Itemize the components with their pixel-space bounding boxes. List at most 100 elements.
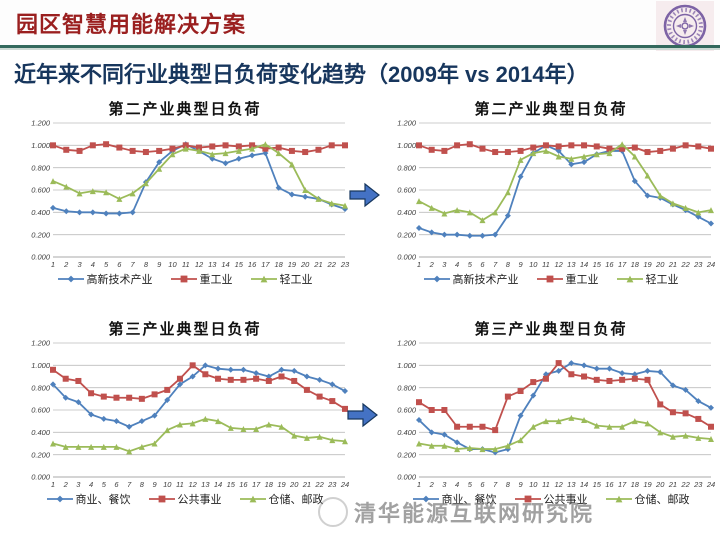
svg-text:0.800: 0.800 xyxy=(31,163,51,172)
svg-text:19: 19 xyxy=(643,480,652,489)
right-arrow-icon xyxy=(347,402,378,428)
svg-text:5: 5 xyxy=(104,260,109,269)
svg-text:2: 2 xyxy=(63,260,69,269)
svg-text:7: 7 xyxy=(131,260,136,269)
svg-text:21: 21 xyxy=(302,480,311,489)
legend-item: 轻工业 xyxy=(616,271,679,287)
svg-text:4: 4 xyxy=(455,260,459,269)
triangle-series-marker-icon xyxy=(616,275,643,283)
legend-label: 高新技术产业 xyxy=(452,274,519,286)
square-series-marker-icon xyxy=(170,275,197,283)
legend-item: 公共事业 xyxy=(148,491,222,507)
svg-text:1.200: 1.200 xyxy=(397,119,417,128)
triangle-series-marker-icon xyxy=(239,495,266,503)
svg-text:4: 4 xyxy=(455,480,459,489)
chart-title: 第三产业典型日负荷 xyxy=(474,321,628,338)
svg-text:0.400: 0.400 xyxy=(31,428,51,437)
svg-text:19: 19 xyxy=(277,480,286,489)
svg-text:0.200: 0.200 xyxy=(397,450,417,459)
svg-text:1: 1 xyxy=(417,480,421,489)
svg-text:1: 1 xyxy=(417,260,421,269)
svg-text:12: 12 xyxy=(554,480,563,489)
square-series-marker-icon xyxy=(536,275,563,283)
svg-text:16: 16 xyxy=(605,260,614,269)
chart-tertiary-industry-2014: 第三产业典型日负荷 1.200 1.000 0.800 0.600 0.400 0.200… xyxy=(384,318,718,514)
svg-text:0.200: 0.200 xyxy=(31,230,51,239)
svg-text:17: 17 xyxy=(618,260,627,269)
legend-label: 公共事业 xyxy=(543,494,588,506)
legend-label: 轻工业 xyxy=(279,274,313,286)
svg-text:3: 3 xyxy=(76,480,81,489)
svg-text:16: 16 xyxy=(248,260,257,269)
svg-text:13: 13 xyxy=(567,480,576,489)
svg-text:0.200: 0.200 xyxy=(31,450,51,459)
svg-text:15: 15 xyxy=(235,260,244,269)
square-series-marker-icon xyxy=(514,495,541,503)
svg-text:24: 24 xyxy=(340,480,349,489)
diamond-series-marker-icon xyxy=(423,275,450,283)
svg-text:6: 6 xyxy=(480,260,485,269)
chart-legend: 商业、餐饮 公共事业 仓储、邮政 xyxy=(18,490,352,508)
svg-text:11: 11 xyxy=(182,260,190,269)
diamond-series-marker-icon xyxy=(46,495,73,503)
header-title: 园区智慧用能解决方案 xyxy=(16,12,247,37)
svg-text:8: 8 xyxy=(140,480,145,489)
diamond-series-marker-icon xyxy=(57,275,84,283)
triangle-series-marker-icon xyxy=(605,495,632,503)
svg-text:0.600: 0.600 xyxy=(31,186,51,195)
header-bar: 园区智慧用能解决方案 xyxy=(0,0,720,51)
chart-legend: 高新技术产业 重工业 轻工业 xyxy=(384,270,718,288)
svg-text:19: 19 xyxy=(288,260,297,269)
svg-text:15: 15 xyxy=(593,480,602,489)
svg-text:2: 2 xyxy=(429,260,435,269)
svg-text:11: 11 xyxy=(542,260,550,269)
svg-text:9: 9 xyxy=(518,480,523,489)
svg-text:10: 10 xyxy=(529,260,538,269)
svg-text:5: 5 xyxy=(102,480,107,489)
svg-text:18: 18 xyxy=(274,260,283,269)
chart-legend: 高新技术产业 重工业 轻工业 xyxy=(18,270,352,288)
legend-label: 重工业 xyxy=(565,274,599,286)
svg-text:23: 23 xyxy=(340,260,350,269)
legend-label: 商业、餐饮 xyxy=(75,494,131,506)
svg-text:3: 3 xyxy=(442,480,447,489)
svg-text:8: 8 xyxy=(506,260,511,269)
svg-text:0.800: 0.800 xyxy=(397,163,417,172)
svg-text:3: 3 xyxy=(77,260,82,269)
legend-item: 高新技术产业 xyxy=(57,271,153,287)
svg-text:22: 22 xyxy=(314,480,324,489)
svg-text:10: 10 xyxy=(168,260,177,269)
svg-text:21: 21 xyxy=(313,260,322,269)
legend-label: 公共事业 xyxy=(177,494,222,506)
svg-text:20: 20 xyxy=(300,260,310,269)
legend-label: 商业、餐饮 xyxy=(441,494,497,506)
svg-text:24: 24 xyxy=(706,480,715,489)
university-seal-icon xyxy=(656,1,714,51)
legend-item: 重工业 xyxy=(536,271,599,287)
svg-text:15: 15 xyxy=(227,480,236,489)
svg-text:21: 21 xyxy=(668,480,677,489)
svg-text:7: 7 xyxy=(493,260,498,269)
svg-text:10: 10 xyxy=(163,480,172,489)
svg-text:1.200: 1.200 xyxy=(31,339,51,348)
page-title: 近年来不同行业典型日负荷变化趋势（2009年 vs 2014年） xyxy=(14,62,589,87)
svg-text:8: 8 xyxy=(506,480,511,489)
svg-text:19: 19 xyxy=(643,260,652,269)
legend-item: 轻工业 xyxy=(250,271,313,287)
legend-item: 重工业 xyxy=(170,271,233,287)
svg-text:0.000: 0.000 xyxy=(31,473,51,482)
svg-text:1.000: 1.000 xyxy=(397,361,417,370)
svg-text:23: 23 xyxy=(693,260,703,269)
svg-text:0.400: 0.400 xyxy=(397,428,417,437)
svg-text:6: 6 xyxy=(117,260,122,269)
svg-text:22: 22 xyxy=(680,480,690,489)
svg-text:4: 4 xyxy=(89,480,93,489)
svg-text:12: 12 xyxy=(195,260,204,269)
svg-text:6: 6 xyxy=(480,480,485,489)
legend-label: 仓储、邮政 xyxy=(268,494,324,506)
chart-title: 第二产业典型日负荷 xyxy=(474,101,628,118)
